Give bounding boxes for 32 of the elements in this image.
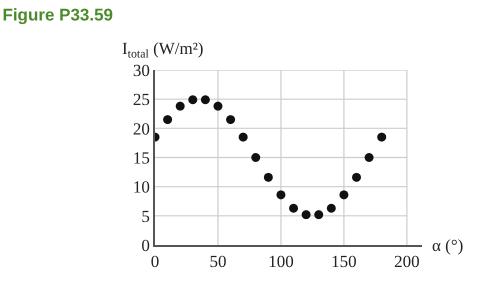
x-tick-label: 50 xyxy=(209,252,226,272)
y-tick-label: 30 xyxy=(132,60,150,80)
point xyxy=(326,204,336,213)
point xyxy=(188,95,198,104)
y-tick-label: 20 xyxy=(132,119,150,138)
point xyxy=(364,153,374,162)
chart-title: Figure P33.59 xyxy=(2,5,114,24)
y-tick-label: 0 xyxy=(141,236,150,255)
point xyxy=(276,190,286,200)
y-tick-label: 25 xyxy=(132,90,150,110)
y-tick-label: 10 xyxy=(132,178,150,197)
point xyxy=(339,190,348,200)
point xyxy=(302,210,311,220)
point xyxy=(314,210,324,220)
x-tick-label: 100 xyxy=(268,252,294,272)
point xyxy=(251,153,260,162)
y-tick-label: 5 xyxy=(141,206,150,226)
point xyxy=(176,102,185,111)
x-tick-label: 150 xyxy=(331,252,357,272)
x-tick-label: 200 xyxy=(394,252,420,272)
y-tick-label: 15 xyxy=(132,148,150,168)
x-axis-title: α (°) xyxy=(432,236,464,255)
point xyxy=(264,172,273,182)
point xyxy=(289,204,298,213)
point xyxy=(226,115,236,124)
point xyxy=(213,102,222,111)
point xyxy=(377,132,386,142)
y-axis-title: I$_{total}$ (W/m²) xyxy=(122,39,204,61)
point xyxy=(163,115,172,124)
point xyxy=(352,172,362,182)
point xyxy=(238,132,248,142)
point xyxy=(200,95,210,104)
